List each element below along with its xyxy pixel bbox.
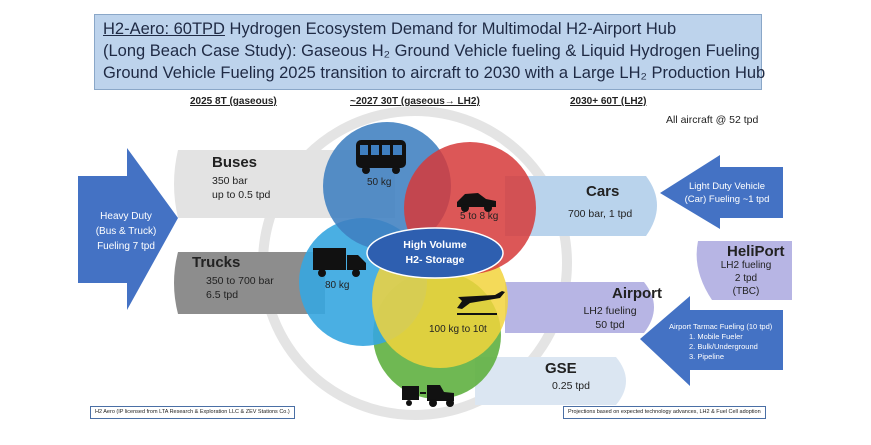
heliport-details: LH2 fueling 2 tpd (TBC) xyxy=(710,259,782,298)
title-line-1-rest: Hydrogen Ecosystem Demand for Multimodal… xyxy=(224,20,677,38)
cars-details: 700 bar, 1 tpd xyxy=(568,208,633,220)
light-duty-line-1: Light Duty Vehicle xyxy=(688,181,766,192)
heavy-duty-arrow xyxy=(78,148,178,310)
heliport-line-1: LH2 fueling xyxy=(720,260,772,271)
airport-line-1: LH2 fueling xyxy=(583,305,637,317)
airport-circle-label: 100 kg to 10t xyxy=(429,324,487,335)
buses-circle-label: 50 kg xyxy=(367,177,392,188)
timeline-2027: ~2027 30T (gaseous→ LH2) xyxy=(350,96,480,107)
trucks-banner xyxy=(174,252,325,314)
storage-ellipse xyxy=(366,227,504,279)
airport-banner xyxy=(505,282,654,333)
tarmac-title: Airport Tarmac Fueling (10 tpd) xyxy=(669,322,773,331)
title-line-1: H2-Aero: 60TPD Hydrogen Ecosystem Demand… xyxy=(103,18,753,40)
aircraft-note: All aircraft @ 52 tpd xyxy=(666,114,759,126)
light-duty-arrow xyxy=(660,155,783,229)
heliport-box xyxy=(696,241,792,300)
heavy-duty-line-3: Fueling 7 tpd xyxy=(97,241,155,252)
tarmac-label: Airport Tarmac Fueling (10 tpd) 1. Mobil… xyxy=(669,322,772,362)
timeline-2025: 2025 8T (gaseous) xyxy=(190,96,277,107)
cars-circle-label: 5 to 8 kg xyxy=(460,211,499,222)
light-duty-label: Light Duty Vehicle (Car) Fueling ~1 tpd xyxy=(673,180,781,206)
buses-title: Buses xyxy=(212,154,258,171)
heavy-duty-line-1: Heavy Duty xyxy=(100,211,152,222)
heavy-duty-label: Heavy Duty (Bus & Truck) Fueling 7 tpd xyxy=(86,209,166,254)
storage-line-1: High Volume xyxy=(403,239,467,251)
gse-title: GSE xyxy=(545,360,577,377)
trucks-circle-label: 80 kg xyxy=(325,280,350,291)
cars-title: Cars xyxy=(586,183,620,200)
gse-tug-icon xyxy=(402,385,454,407)
title-box: H2-Aero: 60TPD Hydrogen Ecosystem Demand… xyxy=(94,14,766,90)
timeline-2030: 2030+ 60T (LH2) xyxy=(570,96,647,107)
tarmac-item-1: 1. Mobile Fueler xyxy=(689,332,743,341)
light-duty-line-2: (Car) Fueling ~1 tpd xyxy=(684,194,770,205)
airport-line-2: 50 tpd xyxy=(595,319,625,331)
bus-icon xyxy=(356,140,406,174)
tarmac-arrow xyxy=(640,296,783,386)
title-line-3: Ground Vehicle Fueling 2025 transition t… xyxy=(103,64,766,82)
storage-label: High Volume H2- Storage xyxy=(385,238,485,268)
trucks-line-2: 6.5 tpd xyxy=(206,289,239,301)
heavy-duty-line-2: (Bus & Truck) xyxy=(95,226,157,237)
airplane-icon xyxy=(457,291,505,315)
truck-icon xyxy=(313,248,366,277)
storage-line-2: H2- Storage xyxy=(405,254,465,266)
airport-title: Airport xyxy=(612,285,662,302)
heliport-line-2: 2 tpd xyxy=(734,273,758,284)
title-highlight: H2-Aero: 60TPD xyxy=(103,20,225,38)
trucks-line-1: 350 to 700 bar xyxy=(206,275,274,287)
tarmac-item-3: 3. Pipeline xyxy=(689,352,725,361)
airport-details: LH2 fueling 50 tpd xyxy=(573,304,647,332)
car-icon xyxy=(457,193,496,212)
gse-details: 0.25 tpd xyxy=(552,380,590,392)
title-line-2: (Long Beach Case Study): Gaseous H₂ Grou… xyxy=(103,42,760,60)
gse-banner xyxy=(475,357,626,405)
buses-details: 350 bar up to 0.5 tpd xyxy=(212,174,270,202)
heliport-title: HeliPort xyxy=(727,243,785,260)
cars-banner xyxy=(505,176,657,236)
footer-projection: Projections based on expected technology… xyxy=(563,406,766,419)
footer-license: H2 Aero (IP licensed from LTA Research &… xyxy=(90,406,295,419)
heliport-line-3: (TBC) xyxy=(732,286,760,297)
buses-line-1: 350 bar xyxy=(212,175,248,187)
tarmac-item-2: 2. Bulk/Underground xyxy=(689,342,758,351)
trucks-details: 350 to 700 bar 6.5 tpd xyxy=(206,274,274,302)
trucks-title: Trucks xyxy=(192,254,241,271)
buses-line-2: up to 0.5 tpd xyxy=(212,189,271,201)
